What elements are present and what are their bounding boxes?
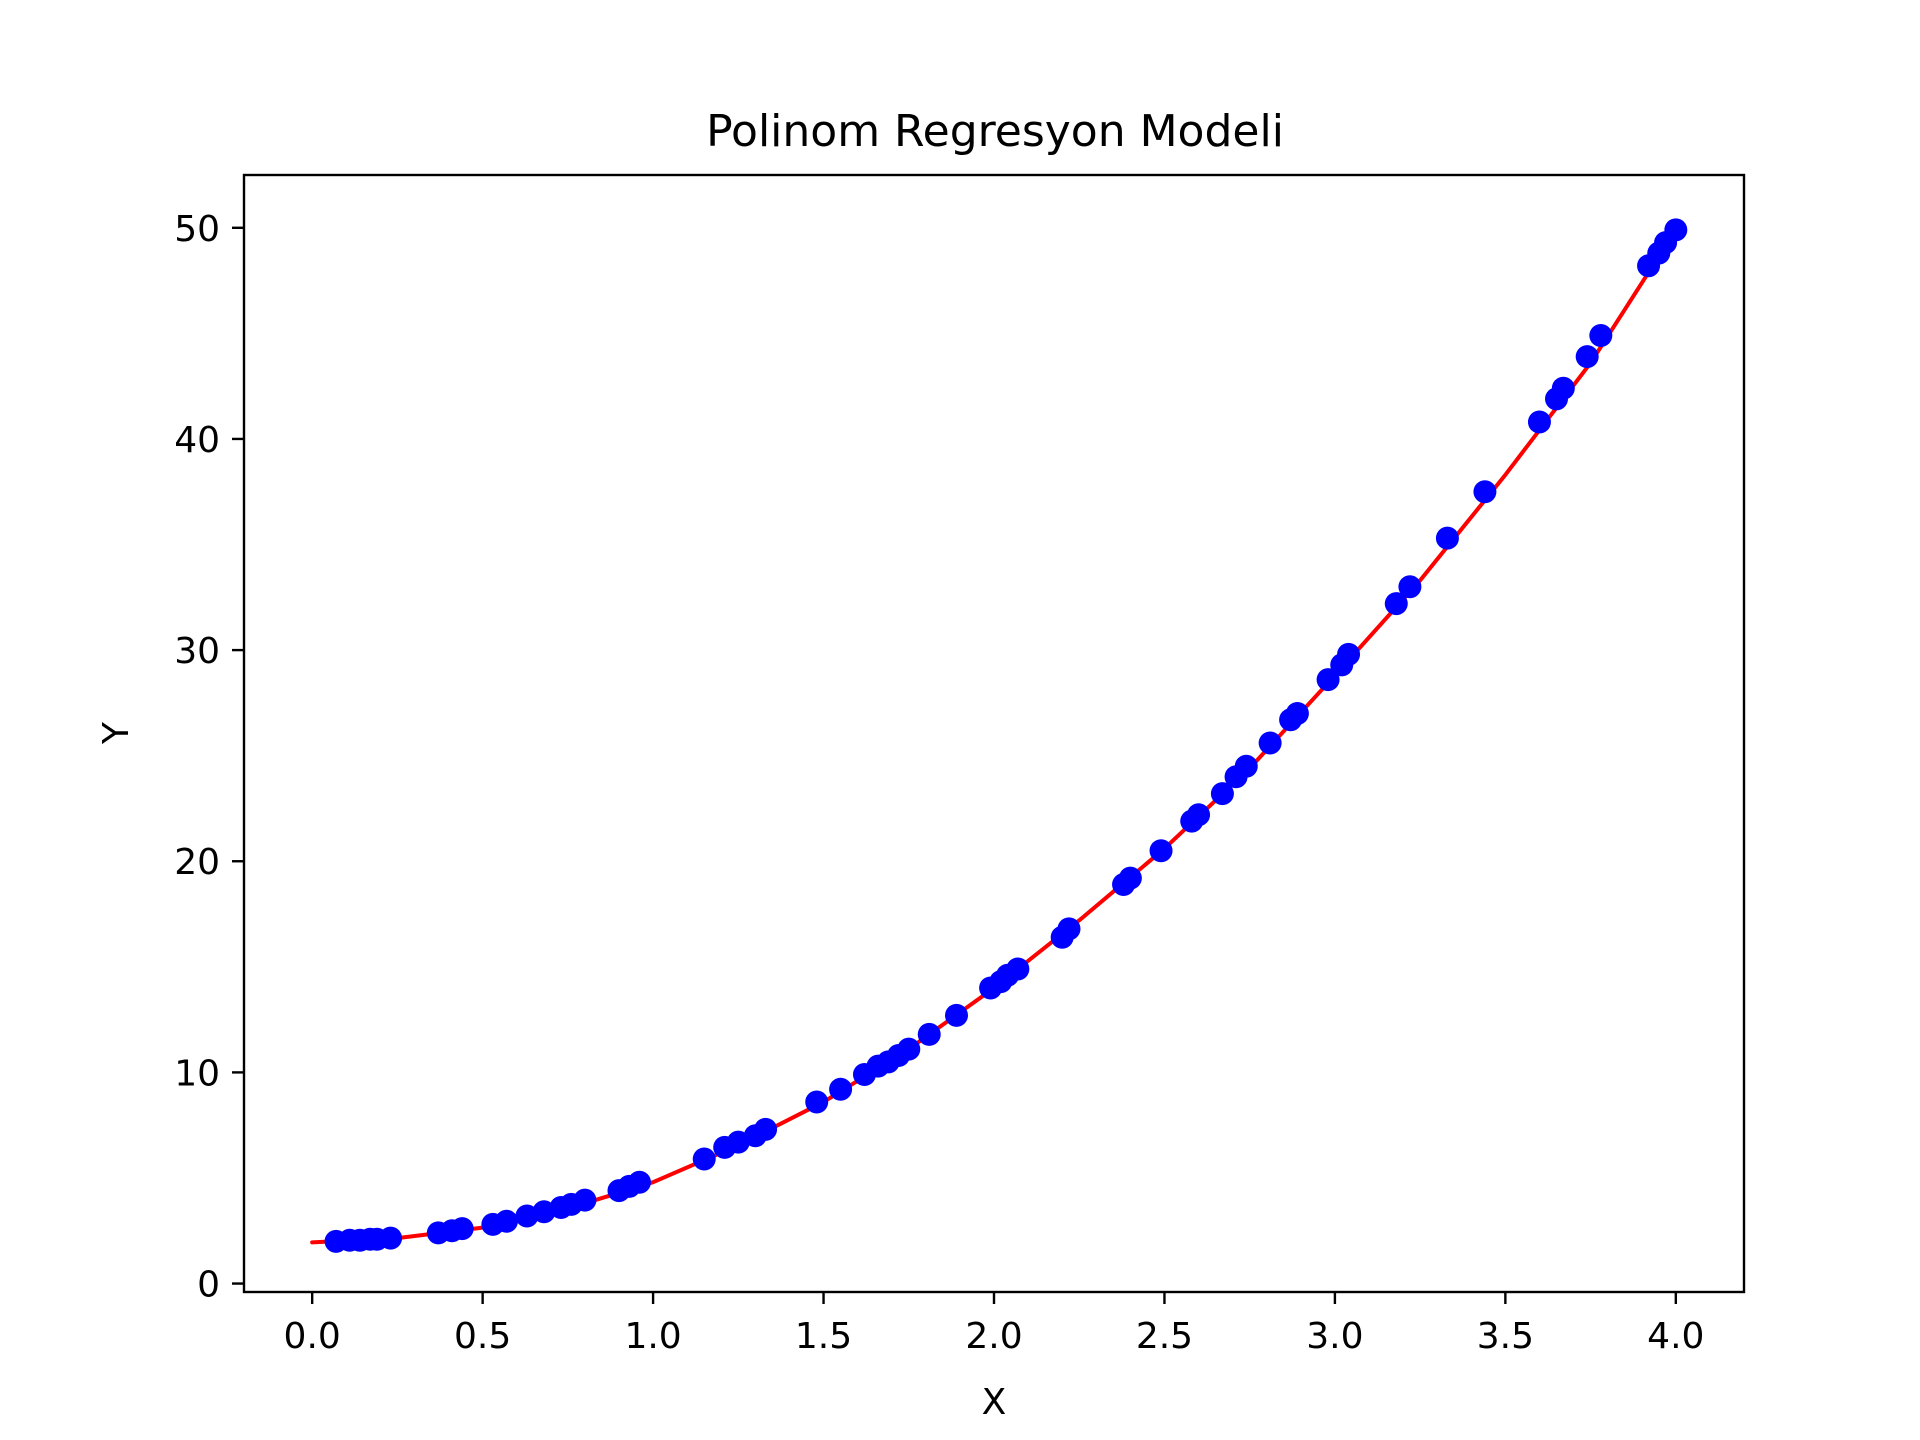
y-axis-label: Y <box>96 721 137 745</box>
data-point <box>1234 754 1258 778</box>
data-point <box>1398 575 1422 599</box>
y-tick-label: 20 <box>174 842 220 883</box>
y-tick-label: 30 <box>174 631 220 672</box>
data-point-layer <box>324 218 1688 1253</box>
data-point <box>1006 957 1030 981</box>
data-point <box>917 1022 941 1046</box>
data-point <box>1187 803 1211 827</box>
data-point <box>1473 480 1497 504</box>
y-tick-label: 0 <box>197 1265 220 1306</box>
data-point <box>1551 376 1575 400</box>
x-tick-label: 0.0 <box>284 1316 341 1357</box>
data-point <box>692 1147 716 1171</box>
x-tick-label: 2.0 <box>965 1316 1022 1357</box>
x-tick-label: 1.0 <box>624 1316 681 1357</box>
data-point <box>1435 526 1459 550</box>
data-point <box>754 1117 778 1141</box>
y-tick-label: 50 <box>174 209 220 250</box>
data-point <box>1316 668 1340 692</box>
plot-frame <box>242 173 1746 1294</box>
x-axis: 0.0 0.5 1.0 1.5 2.0 2.5 3.0 3.5 4.0 <box>284 1292 1704 1357</box>
data-point <box>1149 839 1173 863</box>
x-tick-label: 0.5 <box>454 1316 511 1357</box>
data-point <box>1589 323 1613 347</box>
data-point <box>1384 592 1408 616</box>
data-point <box>829 1077 853 1101</box>
data-point <box>1210 782 1234 806</box>
data-point <box>945 1003 968 1027</box>
y-tick-label: 40 <box>174 420 220 461</box>
data-point <box>1575 345 1599 369</box>
x-tick-label: 1.5 <box>795 1316 852 1357</box>
data-point <box>495 1209 518 1233</box>
x-tick-label: 2.5 <box>1136 1316 1193 1357</box>
data-point <box>573 1188 597 1212</box>
data-point <box>1664 218 1688 242</box>
y-axis: 0 10 20 30 40 50 <box>174 209 244 1306</box>
data-point <box>627 1170 651 1194</box>
y-tick-label: 10 <box>174 1053 220 1094</box>
data-point <box>1057 917 1081 941</box>
data-point <box>1337 642 1361 666</box>
data-point <box>1285 701 1309 725</box>
x-tick-label: 3.0 <box>1306 1316 1363 1357</box>
x-axis-label: X <box>982 1382 1007 1423</box>
data-point <box>1258 731 1282 755</box>
data-point <box>897 1037 921 1061</box>
plot-area <box>242 173 1746 1294</box>
data-point <box>805 1090 829 1114</box>
chart-title: Polinom Regresyon Modeli <box>706 106 1284 157</box>
data-point <box>450 1217 474 1241</box>
x-tick-label: 3.5 <box>1477 1316 1534 1357</box>
data-point <box>1527 410 1551 434</box>
data-point <box>1118 866 1142 890</box>
data-point <box>379 1226 403 1250</box>
x-tick-label: 4.0 <box>1647 1316 1704 1357</box>
